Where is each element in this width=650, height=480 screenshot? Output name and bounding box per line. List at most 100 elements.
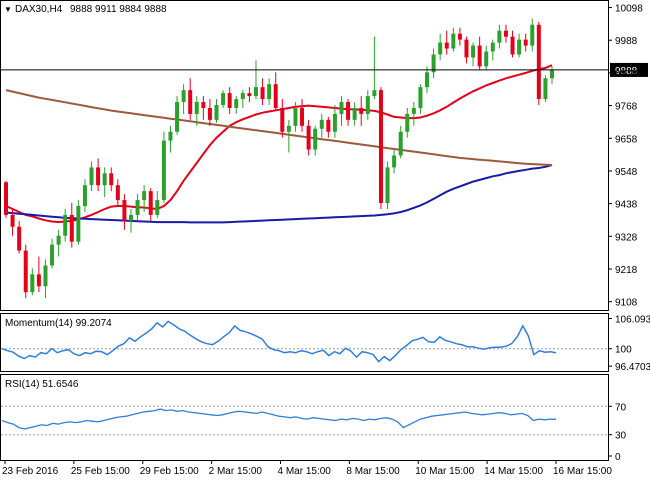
candle-body [280, 107, 285, 132]
candle-body [300, 107, 305, 126]
candle-body [477, 45, 482, 67]
price-tick-label: 9218 [615, 265, 638, 276]
candle-body [30, 274, 35, 293]
price-tick-label: 9548 [615, 167, 638, 178]
candle-body [234, 99, 239, 108]
candle-body [497, 30, 502, 43]
candle-body [517, 39, 522, 55]
candle-body [221, 93, 226, 105]
candle-body [50, 244, 55, 266]
candle-body [63, 214, 68, 236]
current-price-label: 9888 [615, 66, 638, 77]
ohlc-readout: 9888 9911 9884 9888 [70, 4, 167, 15]
candle-body [319, 119, 324, 129]
x-tick-label: 2 Mar 15:00 [209, 466, 263, 477]
price-tick-label: 9768 [615, 102, 638, 113]
candle-body [115, 185, 120, 201]
candle-body [346, 102, 351, 120]
candle-body [411, 107, 416, 114]
price-tick-label: 9878 [615, 69, 638, 80]
price-tick-label: 9438 [615, 200, 638, 211]
candle-body [17, 226, 22, 251]
candle-body [188, 90, 193, 114]
candle-body [352, 107, 357, 120]
candle-body [536, 24, 541, 100]
candle-body [385, 167, 390, 204]
candle-body [201, 102, 206, 108]
candle-body [69, 214, 74, 242]
candle-body [89, 167, 94, 186]
current-price-box [610, 62, 648, 77]
candle-body [36, 274, 41, 287]
x-tick-label: 16 Mar 15:00 [553, 466, 612, 477]
candle-body [503, 30, 508, 37]
rsi-tick-label: 0 [615, 452, 621, 463]
candle-body [4, 182, 8, 215]
candle-body [550, 69, 554, 79]
candle-body [56, 235, 61, 245]
price-tick-label: 10098 [615, 4, 643, 15]
rsi-tick-label: 70 [615, 402, 627, 413]
momentum-tick-label: 106.0936 [615, 314, 650, 325]
x-tick-label: 14 Mar 15:00 [484, 466, 543, 477]
candle-body [96, 167, 101, 186]
candle-body [339, 102, 344, 114]
candle-body [161, 140, 166, 201]
candle-body [82, 185, 87, 207]
candle-body [378, 90, 383, 204]
price-tick-label: 9108 [615, 298, 638, 309]
candle-body [464, 39, 469, 58]
candle-body [214, 104, 219, 120]
dropdown-arrow-icon[interactable]: ▼ [4, 5, 12, 14]
price-tick-label: 9988 [615, 36, 638, 47]
candle-body [148, 191, 153, 215]
candle-body [457, 33, 462, 40]
x-tick-label: 4 Mar 15:00 [278, 466, 332, 477]
candle-body [392, 155, 397, 168]
rsi-line [1, 408, 557, 430]
candle-body [365, 96, 370, 114]
price-plot: 9888 [1, 18, 648, 299]
momentum-plot [1, 320, 608, 363]
candle-body [438, 42, 443, 55]
candle-body [543, 78, 548, 100]
candle-body [313, 128, 318, 150]
ma-line-fast [5, 64, 553, 224]
candle-body [260, 87, 265, 100]
price-tick-label: 9658 [615, 134, 638, 145]
candle-body [273, 84, 278, 108]
candle-body [168, 131, 173, 141]
momentum-tick-label: 100 [615, 345, 632, 356]
candle-body [431, 54, 436, 73]
candle-body [194, 102, 199, 114]
candle-body [490, 42, 495, 52]
ma-line-mid [5, 164, 553, 224]
candle-body [155, 200, 160, 215]
candle-body [523, 39, 528, 46]
momentum-title: Momentum(14) 99.2074 [5, 318, 112, 329]
candle-body [359, 107, 364, 114]
candle-body [484, 51, 489, 67]
candle-body [530, 24, 535, 46]
candle-body [23, 250, 28, 293]
candle-body [102, 173, 107, 186]
candle-body [128, 214, 133, 221]
x-tick-label: 25 Feb 15:00 [71, 466, 130, 477]
candle-body [122, 200, 127, 221]
candle-body [227, 93, 232, 108]
candle-body [398, 131, 403, 156]
candle-body [175, 102, 180, 132]
candle-body [247, 93, 252, 97]
candle-body [10, 214, 15, 227]
momentum-tick-label: 96.4703 [615, 362, 650, 373]
candle-body [135, 200, 140, 215]
candle-body [293, 107, 298, 126]
x-tick-label: 29 Feb 15:00 [140, 466, 199, 477]
candle-body [405, 113, 410, 132]
symbol-title: DAX30,H4 [15, 4, 63, 15]
candle-body [76, 206, 81, 242]
rsi-panel [0, 374, 609, 461]
candle-body [267, 84, 272, 100]
ma-line-slow [5, 89, 553, 166]
